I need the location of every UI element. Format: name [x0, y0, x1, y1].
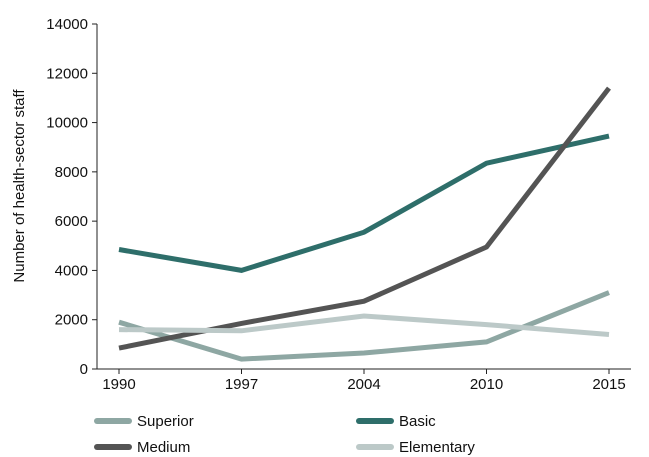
legend-label: Basic — [399, 413, 436, 430]
y-tick-label: 12000 — [46, 65, 88, 82]
legend-item-superior: Superior — [94, 413, 194, 430]
y-tick-label: 10000 — [46, 115, 88, 132]
legend-item-medium: Medium — [94, 439, 190, 456]
legend-label: Medium — [137, 439, 190, 456]
y-tick-label: 0 — [80, 361, 88, 378]
series-line-elementary — [118, 313, 610, 337]
series-lines — [118, 86, 611, 362]
x-tick-label: 2010 — [470, 376, 503, 393]
axes: 0 2000 4000 6000 8000 10000 12000 14000 1990 1997… — [46, 16, 631, 393]
legend-item-basic: Basic — [356, 413, 436, 430]
legend: Superior Basic Medium Elementary — [94, 413, 475, 456]
series-line-medium — [118, 86, 611, 351]
series-line-basic — [118, 133, 610, 273]
x-tick-label: 1997 — [225, 376, 258, 393]
y-tick-label: 4000 — [55, 262, 88, 279]
legend-label: Superior — [137, 413, 194, 430]
y-tick-label: 6000 — [55, 213, 88, 230]
y-axis-title: Number of health-sector staff — [11, 89, 28, 283]
x-tick-label: 1990 — [102, 376, 135, 393]
x-tick-label: 2004 — [347, 376, 380, 393]
y-tick-label: 2000 — [55, 312, 88, 329]
legend-item-elementary: Elementary — [356, 439, 475, 456]
legend-label: Elementary — [399, 439, 475, 456]
y-tick-label: 14000 — [46, 16, 88, 33]
y-tick-label: 8000 — [55, 164, 88, 181]
x-tick-label: 2015 — [592, 376, 625, 393]
